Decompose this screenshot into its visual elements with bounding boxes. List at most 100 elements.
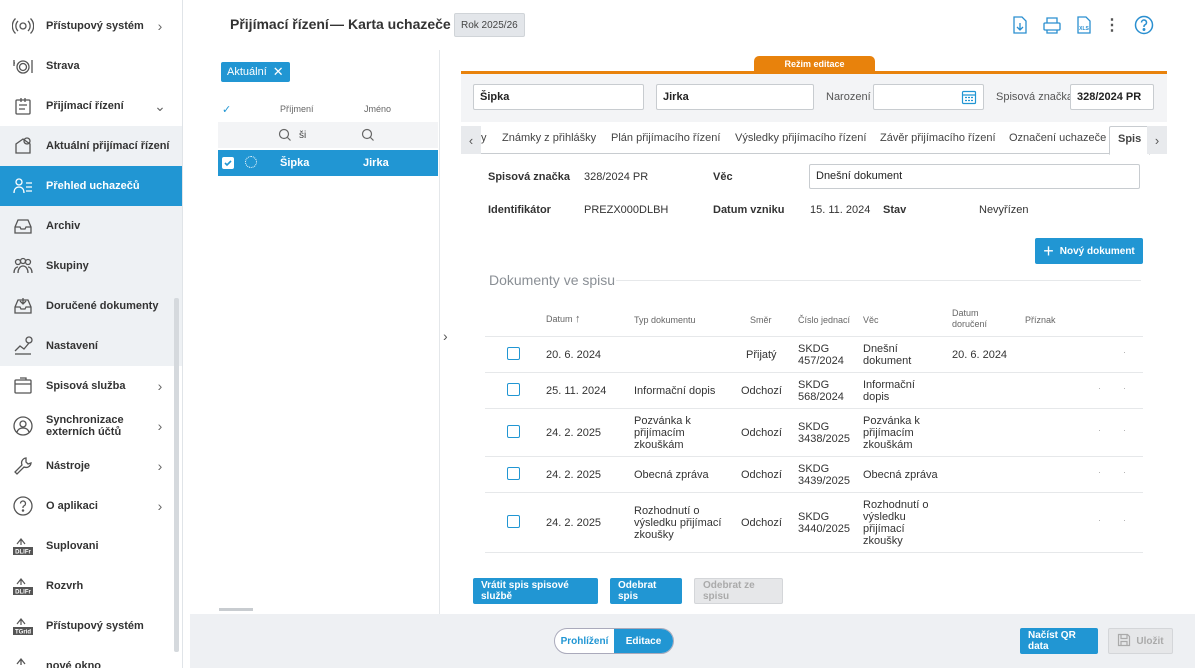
file-no-field[interactable]: 328/2024 PR [1070,84,1154,110]
applicants-icon [12,175,34,197]
tab-results[interactable]: Výsledky přijímacího řízení [735,132,867,144]
spis-file-no-value: 328/2024 PR [584,171,649,183]
page-subtitle: Karta uchazeče [348,16,451,32]
row-checkbox[interactable] [507,425,520,438]
more-icon[interactable]: ⋮ [1104,17,1120,34]
year-badge[interactable]: Rok 2025/26 [454,13,525,37]
column-date[interactable]: Datum ↑ [546,314,581,325]
cell-subject: Informační dopis [863,379,915,403]
column-ref-no[interactable]: Číslo jednací [798,315,851,325]
sidebar-item-schedule[interactable]: DLIFr Rozvrh [0,566,182,606]
save-button[interactable]: Uložit [1108,628,1173,654]
tab-conclusion[interactable]: Závěr přijímacího řízení [880,132,996,144]
sidebar-item-delivered-docs[interactable]: Doručené dokumenty [0,286,182,326]
tab-grades[interactable]: Známky z přihlášky [502,132,597,144]
list-item[interactable]: Šipka Jirka [218,150,438,176]
sidebar-item-tools[interactable]: Nástroje › [0,446,182,486]
sidebar-item-about[interactable]: O aplikaci › [0,486,182,526]
save-icon [1117,633,1131,650]
cell-type: Rozhodnutí o výsledku přijímací zkoušky [634,505,722,541]
export-xls-icon[interactable]: XLS [1073,14,1095,36]
cell-type: Obecná zpráva [634,469,709,481]
remove-from-file-button[interactable]: Odebrat ze spisu [694,578,783,604]
sidebar-item-new-window[interactable]: nové okno [0,646,182,668]
table-bottom-border [485,552,1143,553]
tab-spis[interactable]: Spis [1109,126,1151,155]
sidebar-item-admission[interactable]: Přijímací řízení ⌄ [0,86,182,126]
table-row[interactable]: 20. 6. 2024 Přijatý SKDG 457/2024 Dnešní… [485,336,1143,372]
row-dot: · [1123,347,1126,357]
row-dot: · [1098,515,1101,525]
name-field[interactable]: Jirka [656,84,814,110]
column-surname[interactable]: Příjmení [280,104,314,114]
cell-ref-no: SKDG 3439/2025 [798,463,850,487]
new-document-button[interactable]: + Nový dokument [1035,238,1143,264]
table-row[interactable]: 24. 2. 2025 Pozvánka k přijímacím zkoušk… [485,408,1143,456]
section-divider [616,280,1141,281]
birth-date-field[interactable] [873,84,984,110]
check-all-icon[interactable]: ✓ [222,103,232,116]
row-dot: · [1098,383,1101,393]
tab-partial[interactable]: y [481,132,487,144]
download-icon[interactable] [1009,14,1031,36]
sidebar-item-access-system[interactable]: Přístupový systém › [0,6,182,46]
chevron-down-icon: ⌄ [154,97,166,114]
load-qr-button[interactable]: Načíst QR data [1020,628,1098,654]
cell-subject: Obecná zpráva [863,469,938,481]
filter-surname-input[interactable]: ši [299,130,307,141]
sidebar-item-filing[interactable]: Spisová služba › [0,366,182,406]
sidebar-item-current-admission[interactable]: Aktuální přijímací řízení [0,126,182,166]
sidebar-item-label: Suplovani [46,540,99,552]
tab-plan[interactable]: Plán přijímacího řízení [611,132,721,144]
spis-subject-field[interactable]: Dnešní dokument [809,164,1140,189]
column-delivered[interactable]: Datum doručení [952,308,988,329]
sidebar-item-access-system-2[interactable]: TGrid Přístupový systém [0,606,182,646]
sidebar-item-label: Rozvrh [46,580,84,592]
chevron-left-icon[interactable]: ‹ [461,126,481,154]
svg-text:DLIFr: DLIFr [15,550,31,556]
remove-file-button[interactable]: Odebrat spis [610,578,682,604]
tab-marking[interactable]: Označení uchazeče [1009,132,1107,144]
edit-mode-option[interactable]: Editace [614,629,673,653]
sidebar-item-settings[interactable]: Nastavení [0,326,182,366]
chevron-right-icon[interactable]: › [1147,126,1167,154]
table-row[interactable]: 25. 11. 2024 Informační dopis Odchozí SK… [485,372,1143,408]
help-icon[interactable] [1133,14,1155,36]
calendar-icon[interactable] [961,89,977,114]
dlifr-icon: DLIFr [12,535,34,557]
sidebar-item-groups[interactable]: Skupiny [0,246,182,286]
table-row[interactable]: 24. 2. 2025 Obecná zpráva Odchozí SKDG 3… [485,456,1143,492]
column-type[interactable]: Typ dokumentu [634,315,696,325]
sidebar-item-label: Přehled uchazečů [46,180,140,192]
row-checkbox[interactable] [222,157,234,169]
view-mode-option[interactable]: Prohlížení [560,635,609,647]
sidebar-scrollbar[interactable] [174,298,179,652]
list-horizontal-scrollbar[interactable] [219,608,253,611]
column-direction[interactable]: Směr [750,315,772,325]
row-checkbox[interactable] [507,467,520,480]
row-checkbox[interactable] [507,383,520,396]
table-row[interactable]: 24. 2. 2025 Rozhodnutí o výsledku přijím… [485,492,1143,552]
sidebar-item-label: Nástroje [46,460,91,472]
svg-text:XLS: XLS [1079,26,1089,32]
row-checkbox[interactable] [507,347,520,360]
sidebar-item-archive[interactable]: Archiv [0,206,182,246]
sidebar-item-applicants[interactable]: Přehled uchazečů [0,166,182,206]
row-checkbox[interactable] [507,515,520,528]
return-file-button[interactable]: Vrátit spis spisové službě [473,578,598,604]
close-icon[interactable]: ✕ [272,64,284,79]
expand-panel-icon[interactable]: › [443,328,448,344]
column-name[interactable]: Jméno [364,104,392,114]
sidebar-item-food[interactable]: Strava [0,46,182,86]
sidebar-item-label: Strava [46,60,80,72]
print-icon[interactable] [1041,14,1063,36]
sidebar-item-substitution[interactable]: DLIFr Suplovani [0,526,182,566]
plate-icon [12,55,34,77]
sidebar-item-sync[interactable]: Synchronizace externích účtů › [0,406,182,446]
surname-field[interactable]: Šipka [473,84,644,110]
column-subject[interactable]: Věc [863,315,879,325]
mode-toggle[interactable]: Prohlížení Editace [554,628,674,654]
cell-direction: Odchozí [741,427,782,439]
filter-chip[interactable]: Aktuální ✕ [221,62,290,82]
column-flag[interactable]: Příznak [1025,315,1056,325]
